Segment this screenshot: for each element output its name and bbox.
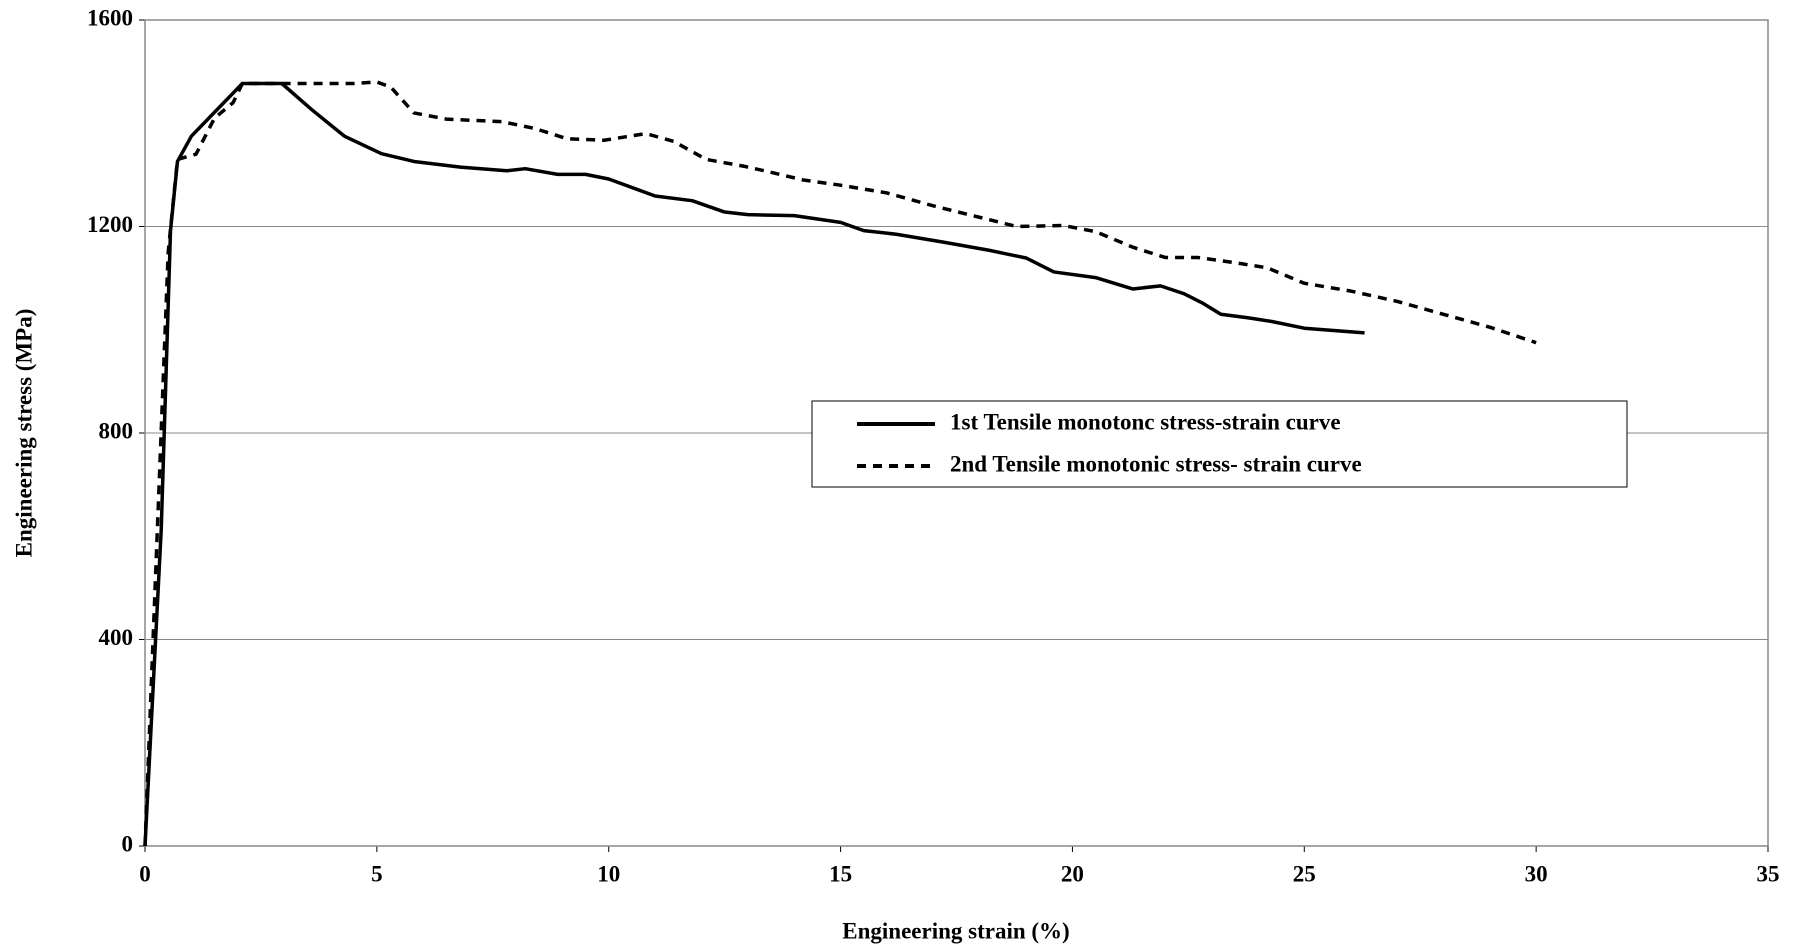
- y-tick-label: 800: [99, 418, 134, 443]
- x-tick-label: 25: [1293, 861, 1316, 886]
- x-tick-label: 30: [1525, 861, 1548, 886]
- legend-label: 2nd Tensile monotonic stress- strain cur…: [950, 451, 1362, 476]
- x-tick-label: 15: [829, 861, 852, 886]
- y-tick-label: 1600: [87, 5, 133, 30]
- y-tick-label: 1200: [87, 212, 133, 237]
- legend-box: [811, 400, 1628, 488]
- x-tick-label: 35: [1757, 861, 1780, 886]
- y-axis-label: Engineering stress (MPa): [11, 309, 36, 558]
- x-tick-label: 20: [1061, 861, 1084, 886]
- x-tick-label: 10: [597, 861, 620, 886]
- legend-label: 1st Tensile monotonc stress-strain curve: [950, 409, 1341, 434]
- plot-frame: [144, 19, 1769, 847]
- y-tick-label: 0: [122, 831, 134, 856]
- y-tick-label: 400: [99, 625, 134, 650]
- series-line: [143, 81, 1365, 847]
- x-tick-label: 0: [139, 861, 151, 886]
- x-axis-label: Engineering strain (%): [842, 918, 1069, 943]
- x-tick-label: 5: [371, 861, 383, 886]
- series-line: [143, 80, 1537, 847]
